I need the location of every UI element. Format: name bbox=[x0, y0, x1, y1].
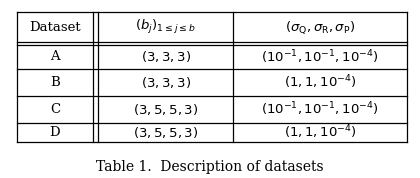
Text: $(1,1,10^{-4})$: $(1,1,10^{-4})$ bbox=[284, 124, 357, 141]
Text: $(3,3,3)$: $(3,3,3)$ bbox=[141, 75, 191, 90]
Text: $(10^{-1},10^{-1},10^{-4})$: $(10^{-1},10^{-1},10^{-4})$ bbox=[261, 48, 379, 66]
Text: B: B bbox=[50, 75, 60, 89]
Text: $(\sigma_{\mathrm{Q}}, \sigma_{\mathrm{R}}, \sigma_{\mathrm{P}})$: $(\sigma_{\mathrm{Q}}, \sigma_{\mathrm{R… bbox=[285, 19, 355, 36]
Text: $(3,5,5,3)$: $(3,5,5,3)$ bbox=[133, 102, 198, 117]
Text: A: A bbox=[50, 50, 60, 64]
Text: D: D bbox=[50, 126, 60, 139]
Text: $(b_j)_{1\leq j\leq b}$: $(b_j)_{1\leq j\leq b}$ bbox=[135, 18, 196, 36]
Text: $(10^{-1},10^{-1},10^{-4})$: $(10^{-1},10^{-1},10^{-4})$ bbox=[261, 100, 379, 118]
Text: Dataset: Dataset bbox=[29, 21, 81, 34]
Text: Table 1.  Description of datasets: Table 1. Description of datasets bbox=[96, 160, 324, 174]
Text: $(1,1,10^{-4})$: $(1,1,10^{-4})$ bbox=[284, 73, 357, 91]
Text: C: C bbox=[50, 103, 60, 116]
Text: $(3,3,3)$: $(3,3,3)$ bbox=[141, 49, 191, 64]
Text: $(3,5,5,3)$: $(3,5,5,3)$ bbox=[133, 125, 198, 140]
